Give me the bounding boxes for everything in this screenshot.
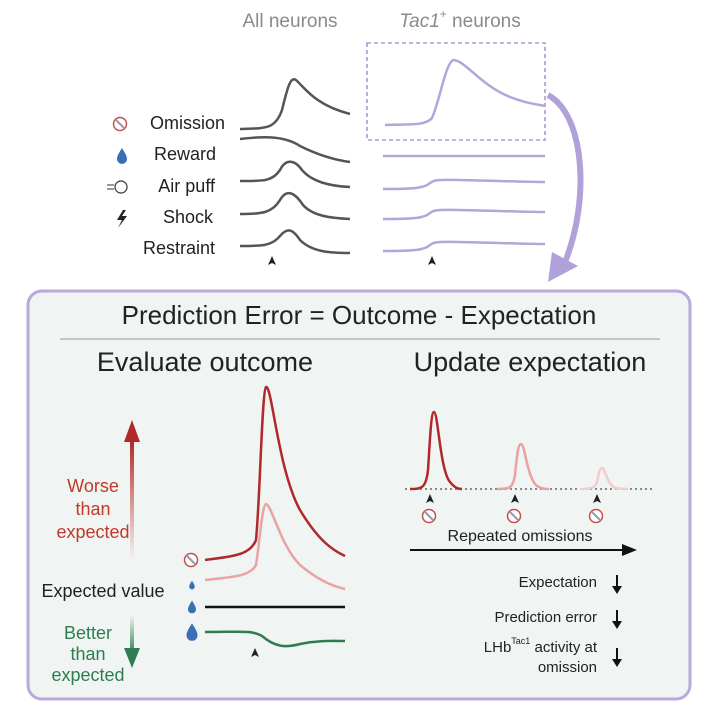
curved-arrow bbox=[546, 92, 584, 264]
shock-icon bbox=[117, 210, 127, 228]
better-label: Better than expected bbox=[51, 623, 124, 685]
effect-label: Prediction error bbox=[494, 609, 597, 626]
tac1-traces bbox=[382, 58, 546, 253]
better-line: expected bbox=[51, 665, 124, 685]
curved-arrow-head bbox=[548, 252, 578, 282]
decrease-arrows bbox=[612, 575, 622, 667]
evaluate-title: Evaluate outcome bbox=[97, 347, 313, 377]
effect-label: LHbTac1 activity at bbox=[484, 636, 598, 656]
worse-line: Worse bbox=[67, 476, 119, 496]
better-line: than bbox=[70, 644, 105, 664]
all-neuron-traces bbox=[239, 78, 351, 255]
axis-arrow-head bbox=[622, 544, 637, 556]
omission-icon bbox=[506, 508, 522, 524]
update-title: Update expectation bbox=[414, 347, 647, 377]
worse-arrow-head bbox=[124, 420, 140, 442]
effect-label: omission bbox=[538, 659, 597, 676]
worse-line: than bbox=[75, 499, 110, 519]
onset-markers bbox=[426, 494, 601, 503]
omission-response bbox=[579, 466, 629, 491]
tac1-label: Tac1+ neurons bbox=[399, 7, 520, 32]
panel bbox=[26, 289, 692, 701]
better-line: Better bbox=[64, 623, 112, 643]
lhb-sup: Tac1 bbox=[511, 636, 530, 646]
better-arrow bbox=[130, 615, 134, 655]
tac1-rest: neurons bbox=[447, 11, 521, 32]
outcome-traces bbox=[204, 385, 346, 648]
onset-marker bbox=[251, 648, 259, 657]
row-label: Omission bbox=[150, 113, 225, 133]
expected-value-label: Expected value bbox=[41, 581, 164, 601]
row-label: Air puff bbox=[158, 176, 216, 196]
omission-icon bbox=[112, 116, 128, 132]
highlight-box bbox=[366, 42, 546, 141]
row-label: Reward bbox=[154, 144, 216, 164]
reward-icon bbox=[117, 148, 127, 164]
airpuff-icon bbox=[107, 180, 128, 194]
omission-icon bbox=[421, 508, 437, 524]
all-neurons-label: All neurons bbox=[242, 11, 337, 32]
panel-title: Prediction Error = Outcome - Expectation bbox=[122, 300, 597, 330]
worse-line: expected bbox=[56, 522, 129, 542]
better-arrow-head bbox=[124, 648, 140, 668]
row-label: Restraint bbox=[143, 238, 215, 258]
omission-response bbox=[409, 410, 463, 491]
row-labels: Omission Reward Air puff Shock Restraint bbox=[107, 113, 225, 258]
worse-arrow bbox=[130, 440, 134, 560]
axis-label: Repeated omissions bbox=[448, 528, 593, 545]
omission-icon bbox=[183, 552, 199, 568]
onset-marker bbox=[428, 256, 436, 265]
lhb: LHb bbox=[484, 639, 512, 656]
omission-response bbox=[496, 442, 550, 491]
effect-label: Expectation bbox=[519, 574, 597, 591]
tac1-sup: + bbox=[440, 7, 447, 21]
lhb-rest: activity at bbox=[530, 639, 598, 656]
row-label: Shock bbox=[163, 207, 214, 227]
onset-marker bbox=[268, 256, 276, 265]
tac1-gene: Tac1 bbox=[399, 11, 440, 32]
worse-label: Worse than expected bbox=[56, 476, 129, 542]
omission-icon bbox=[588, 508, 604, 524]
